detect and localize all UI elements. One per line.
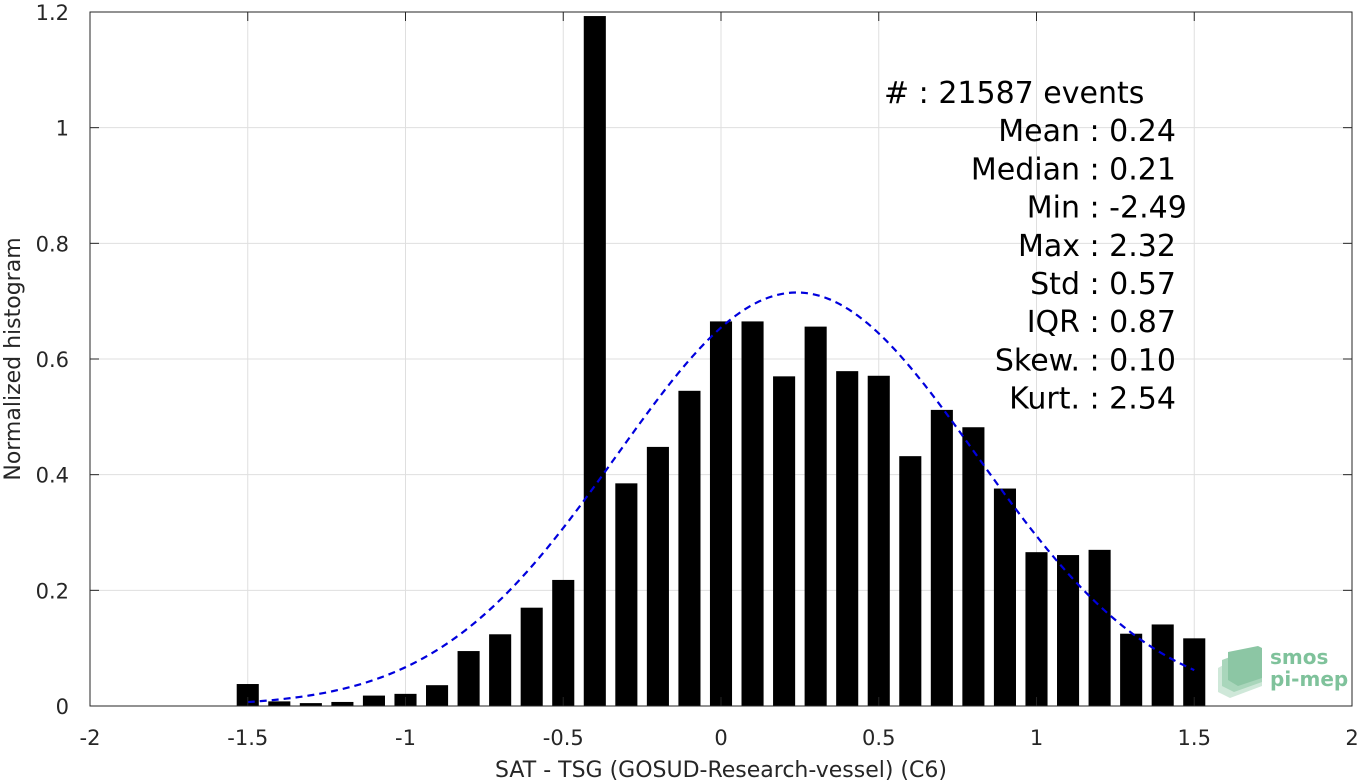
- histogram-bar: [236, 684, 259, 706]
- stat-row: Kurt. : 2.54: [1009, 382, 1176, 417]
- histogram-bar: [1183, 638, 1206, 706]
- smos-pimep-logo: smos pi-mep: [1218, 645, 1348, 698]
- histogram-bar: [268, 701, 291, 706]
- histogram-bar: [867, 375, 890, 706]
- histogram-bar: [741, 321, 764, 706]
- stat-label: Min: [1027, 191, 1080, 226]
- histogram-bar: [709, 321, 733, 706]
- stat-row: Skew. : 0.10: [995, 343, 1176, 378]
- histogram-bar: [1120, 633, 1143, 706]
- x-tick-label: 1.5: [1178, 726, 1211, 750]
- y-tick-label: 1.2: [36, 1, 69, 25]
- x-axis-label: SAT - TSG (GOSUD-Research-vessel) (C6): [495, 758, 947, 783]
- y-tick-label: 0.2: [36, 579, 69, 603]
- stat-value: : -2.49: [1080, 191, 1187, 226]
- x-tick-label: -2: [80, 726, 101, 750]
- stat-value: : 2.54: [1080, 382, 1176, 417]
- x-tick-label: 2: [1345, 726, 1358, 750]
- x-tick-label: 0.5: [862, 726, 895, 750]
- y-tick-label: 1: [56, 117, 69, 141]
- histogram-bar: [426, 685, 449, 706]
- x-tick-label: 1: [1030, 726, 1043, 750]
- histogram-bar: [457, 651, 480, 706]
- histogram-bar: [993, 488, 1016, 706]
- stat-label: IQR: [1027, 305, 1080, 340]
- histogram-bar: [804, 326, 827, 706]
- logo-text-pimep: pi-mep: [1270, 667, 1348, 691]
- stat-value: : 0.10: [1080, 343, 1176, 378]
- logo-text-smos: smos: [1270, 645, 1328, 669]
- y-tick-label: 0: [56, 695, 69, 719]
- stat-value: : 0.57: [1080, 267, 1176, 302]
- x-tick-label: 0: [714, 726, 727, 750]
- histogram-bar: [552, 579, 575, 706]
- logo-layers-icon: [1218, 646, 1262, 698]
- histogram-bar: [1057, 555, 1080, 706]
- histogram-bars: [236, 16, 1206, 706]
- stat-label: Kurt.: [1009, 382, 1080, 417]
- stat-row: Max : 2.32: [1018, 229, 1176, 264]
- stat-row: Min : -2.49: [1027, 191, 1187, 226]
- histogram-bar: [331, 701, 354, 706]
- histogram-bar: [520, 607, 543, 706]
- histogram-bar: [899, 456, 922, 706]
- stat-row-count: # : 21587 events: [884, 76, 1144, 111]
- stat-label: Max: [1018, 229, 1080, 264]
- y-tick-label: 0.6: [36, 348, 69, 372]
- stat-value: : 0.87: [1080, 305, 1176, 340]
- x-tick-label: -1: [395, 726, 416, 750]
- histogram-bar: [362, 695, 385, 706]
- y-axis-label: Normalized histogram: [1, 237, 26, 480]
- y-tick-labels: 0 0.2 0.4 0.6 0.8 1 1.2: [36, 1, 69, 719]
- axes-frame: [89, 11, 1353, 707]
- histogram-bar: [1025, 552, 1048, 706]
- histogram-bar: [962, 427, 985, 706]
- stat-label: Median: [971, 152, 1080, 187]
- stat-row: Mean : 0.24: [998, 114, 1176, 149]
- stat-label: Skew.: [995, 343, 1080, 378]
- y-tick-label: 0.4: [36, 464, 69, 488]
- histogram-bar: [489, 634, 512, 706]
- stat-row: Median : 0.21: [971, 152, 1176, 187]
- y-tick-label: 0.8: [36, 232, 69, 256]
- histogram-bar: [299, 703, 322, 706]
- histogram-bar: [930, 409, 953, 706]
- histogram-bar: [615, 483, 638, 706]
- stat-row: Std : 0.57: [1030, 267, 1176, 302]
- x-tick-label: -0.5: [543, 726, 584, 750]
- histogram-bar: [678, 390, 701, 706]
- stat-value: : 0.21: [1080, 152, 1176, 187]
- normal-fit-curve: [247, 291, 1195, 704]
- x-tick-label: -1.5: [227, 726, 268, 750]
- stat-row: IQR : 0.87: [1027, 305, 1176, 340]
- histogram-bar: [646, 446, 669, 706]
- histogram-bar: [1088, 549, 1111, 706]
- histogram-bar: [773, 376, 796, 706]
- histogram-bar: [583, 16, 606, 706]
- histogram-bar: [836, 371, 859, 706]
- stat-value: : 0.24: [1080, 114, 1176, 149]
- histogram-bar: [1151, 624, 1174, 706]
- stat-value: : 2.32: [1080, 229, 1176, 264]
- stat-label: Std: [1030, 267, 1080, 302]
- x-tick-labels: -2 -1.5 -1 -0.5 0 0.5 1 1.5 2: [80, 726, 1359, 750]
- stat-label: Mean: [998, 114, 1080, 149]
